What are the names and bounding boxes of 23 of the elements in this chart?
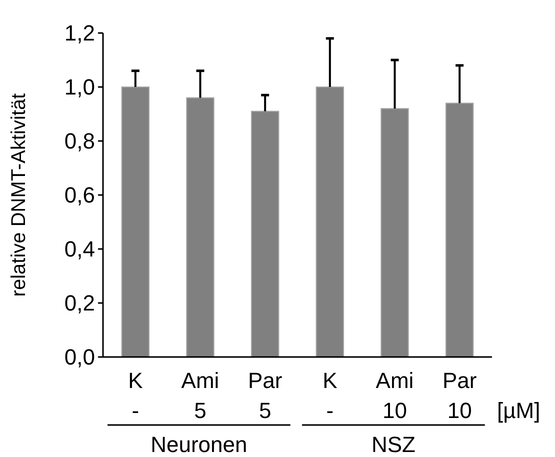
y-tick-label: 0,2 — [64, 290, 95, 316]
y-tick-label: 1,2 — [64, 20, 95, 46]
y-tick-label: 0,4 — [64, 236, 95, 262]
text: NSZ — [371, 432, 416, 457]
bar — [380, 108, 409, 358]
y-axis-title: relative DNMT-Aktivität — [8, 92, 30, 297]
bar — [316, 86, 344, 358]
y-tick-label: 0,8 — [64, 128, 95, 154]
y-tick-label: 1,0 — [64, 74, 95, 100]
y-tick-label: 0,6 — [64, 182, 95, 208]
bar — [250, 110, 280, 358]
text: Neuronen — [150, 432, 248, 457]
x-tick-label: Ami 5 — [181, 368, 220, 423]
x-tick-label: Par 5 — [248, 368, 282, 423]
y-tick-label: 0,0 — [64, 344, 95, 370]
x-tick-label: Ami 10 — [376, 368, 414, 423]
bar — [445, 102, 474, 358]
x-tick-label: K - — [322, 368, 338, 423]
bar — [186, 97, 214, 358]
x-tick-label: K - — [128, 368, 144, 423]
x-tick-label: Par 10 — [442, 368, 477, 423]
bar — [121, 86, 150, 358]
text: [µM] — [497, 398, 540, 423]
